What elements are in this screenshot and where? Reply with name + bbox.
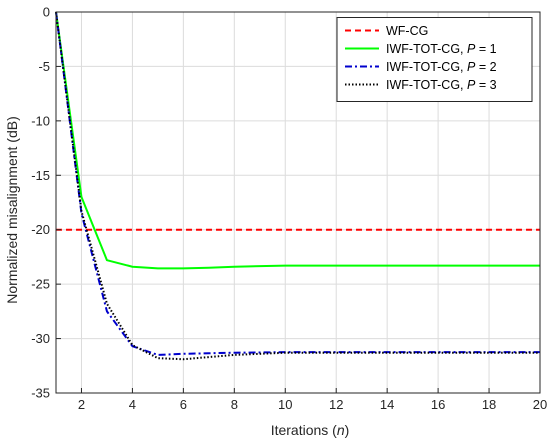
y-tick-label: -15: [31, 168, 50, 183]
x-tick-label: 4: [129, 397, 136, 412]
x-tick-label: 20: [533, 397, 547, 412]
legend-label-variable: P: [467, 60, 476, 74]
x-tick-label: 6: [180, 397, 187, 412]
x-tick-label: 14: [380, 397, 394, 412]
y-tick-label: -5: [38, 59, 50, 74]
x-axis-title-text: Iterations: [271, 422, 329, 438]
x-tick-label: 12: [329, 397, 343, 412]
x-tick-label: 18: [482, 397, 496, 412]
legend-label-4: IWF-TOT-CG, P = 3: [386, 78, 497, 92]
x-axis-title-variable: n: [337, 422, 345, 438]
y-tick-label: -20: [31, 222, 50, 237]
legend-label-2: IWF-TOT-CG, P = 1: [386, 42, 497, 56]
legend-label-suffix: = 1: [475, 42, 496, 56]
legend-label-1: WF-CG: [386, 24, 428, 38]
y-tick-label: -10: [31, 113, 50, 128]
plot-frame: [55, 11, 541, 394]
legend-label-variable: P: [467, 42, 476, 56]
legend-label-text: IWF-TOT-CG,: [386, 42, 467, 56]
x-tick-label: 16: [431, 397, 445, 412]
legend-label-variable: P: [467, 78, 476, 92]
y-axis-title: Normalized misalignment (dB): [4, 116, 20, 304]
series-line-4: [55, 11, 540, 361]
y-tick-label: -30: [31, 331, 50, 346]
legend-label-text: IWF-TOT-CG,: [386, 60, 467, 74]
y-tick-label: -25: [31, 277, 50, 292]
series-line-2: [55, 11, 540, 270]
legend-label-suffix: = 2: [475, 60, 496, 74]
series-line-3: [55, 11, 540, 356]
legend-label-3: IWF-TOT-CG, P = 2: [386, 60, 497, 74]
series-lines: [55, 11, 540, 361]
x-tick-label: 10: [278, 397, 292, 412]
legend-label-suffix: = 3: [475, 78, 496, 92]
x-tick-label: 8: [231, 397, 238, 412]
axis-ticks: 2 4 6 8 10 12 14 16 18 20 0 -5 -10 -15 -20 -25 -30 -35: [31, 5, 547, 413]
x-axis-title: Iterations (n): [271, 422, 350, 438]
y-tick-label: -35: [31, 386, 50, 401]
y-tick-label: 0: [43, 5, 50, 20]
legend-label-text: IWF-TOT-CG,: [386, 78, 467, 92]
x-tick-label: 2: [78, 397, 85, 412]
legend-label-text: WF-CG: [386, 24, 428, 38]
